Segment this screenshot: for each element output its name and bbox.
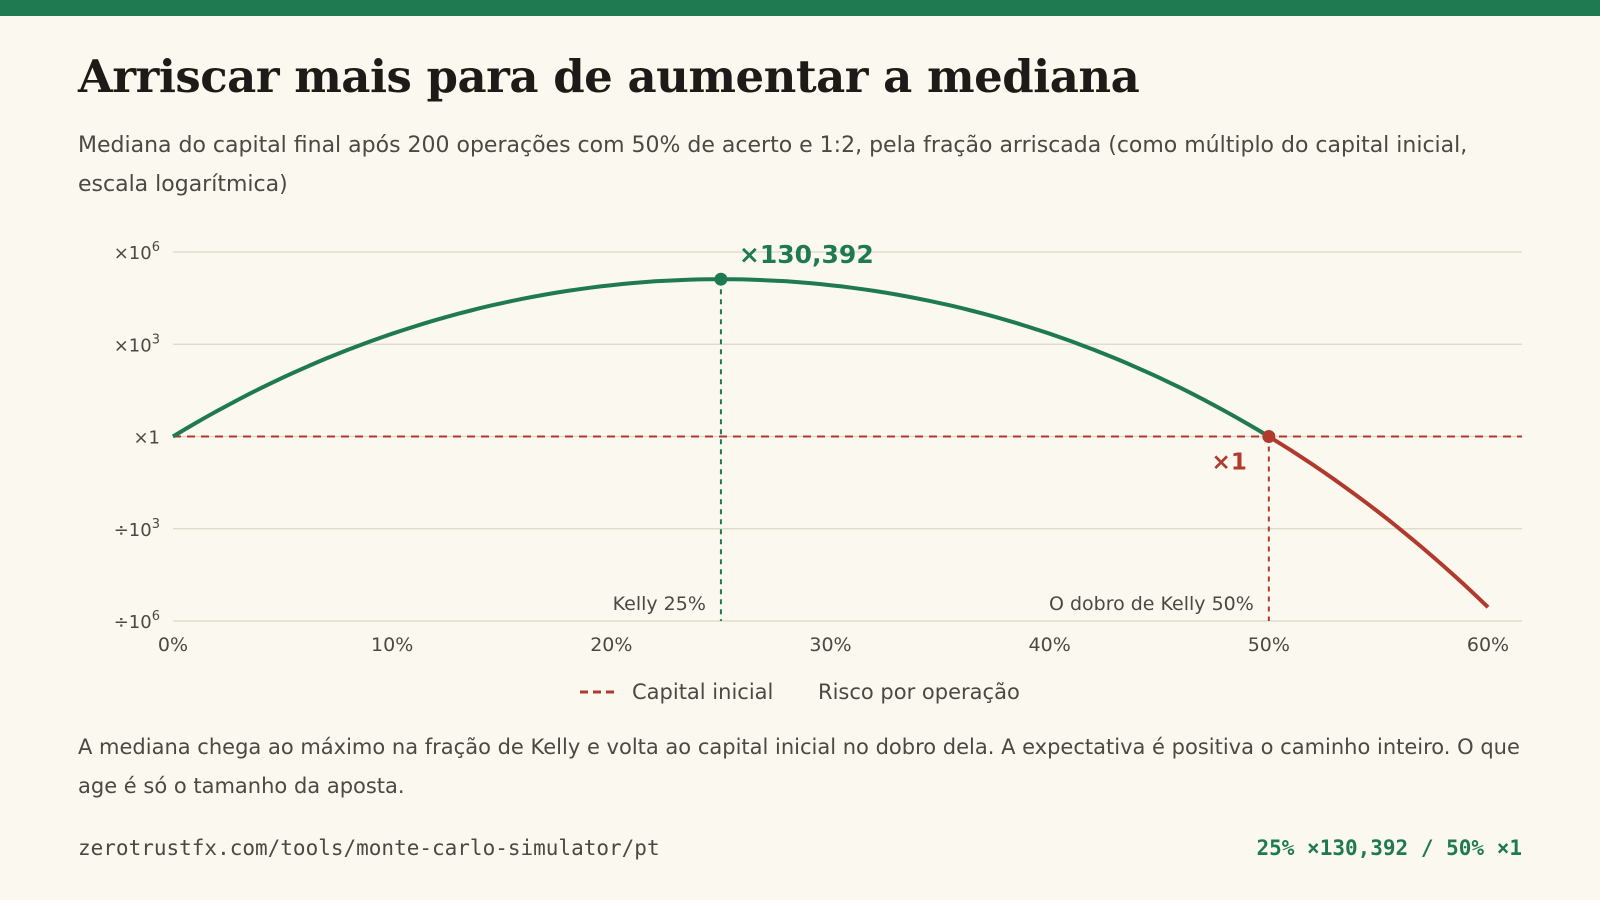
series-layer <box>171 277 1490 609</box>
series-line-decline <box>1267 434 1490 609</box>
marker-point <box>714 272 728 286</box>
x-tick-label: 30% <box>809 634 851 656</box>
y-axis: ×106 ×103 ×1 ÷103 ÷106 <box>114 240 160 633</box>
y-tick-label: ×1 <box>133 428 160 449</box>
y-tick-label: ÷106 <box>114 609 160 633</box>
y-tick-label: ×106 <box>114 240 160 264</box>
x-tick-label: 0% <box>158 634 188 656</box>
marker-layer: Kelly 25% ×130,392 O dobro de Kelly 50% ×1 <box>613 240 1276 621</box>
legend-label-capital-inicial: Capital inicial <box>632 680 773 704</box>
marker-point <box>1262 430 1276 443</box>
top-accent-bar <box>0 0 1600 16</box>
x-axis: 0% 10% 20% 30% 40% 50% 60% <box>158 634 1509 656</box>
x-tick-label: 40% <box>1029 634 1071 656</box>
median-capital-chart: ×106×103×1÷103÷106 0% 10% 20% 30% 40% 50% 60% … <box>114 240 1522 704</box>
legend-label-risco: Risco por operação <box>818 680 1020 704</box>
legend: Capital inicial Risco por operação <box>580 680 1020 704</box>
x-tick-label: 10% <box>371 634 413 656</box>
page-title: Arriscar mais para de aumentar a mediana <box>78 50 1140 103</box>
x-tick-label: 50% <box>1248 634 1290 656</box>
marker-value-label: ×130,392 <box>739 240 874 269</box>
x-tick-label: 60% <box>1467 634 1509 656</box>
footer-url[interactable]: zerotrustfx.com/tools/monte-carlo-simula… <box>78 836 660 860</box>
chart-subtitle: Mediana do capital final após 200 operaç… <box>78 133 1468 197</box>
y-tick-label: ÷103 <box>114 517 160 541</box>
marker-label: O dobro de Kelly 50% <box>1049 593 1254 615</box>
marker-value-label: ×1 <box>1212 450 1247 476</box>
footer-stats: 25% ×130,392 / 50% ×1 <box>1256 836 1522 860</box>
x-tick-label: 20% <box>590 634 632 656</box>
chart-note: A mediana chega ao máximo na fração de K… <box>78 735 1520 798</box>
marker-label: Kelly 25% <box>613 593 706 615</box>
y-tick-label: ×103 <box>114 332 160 356</box>
